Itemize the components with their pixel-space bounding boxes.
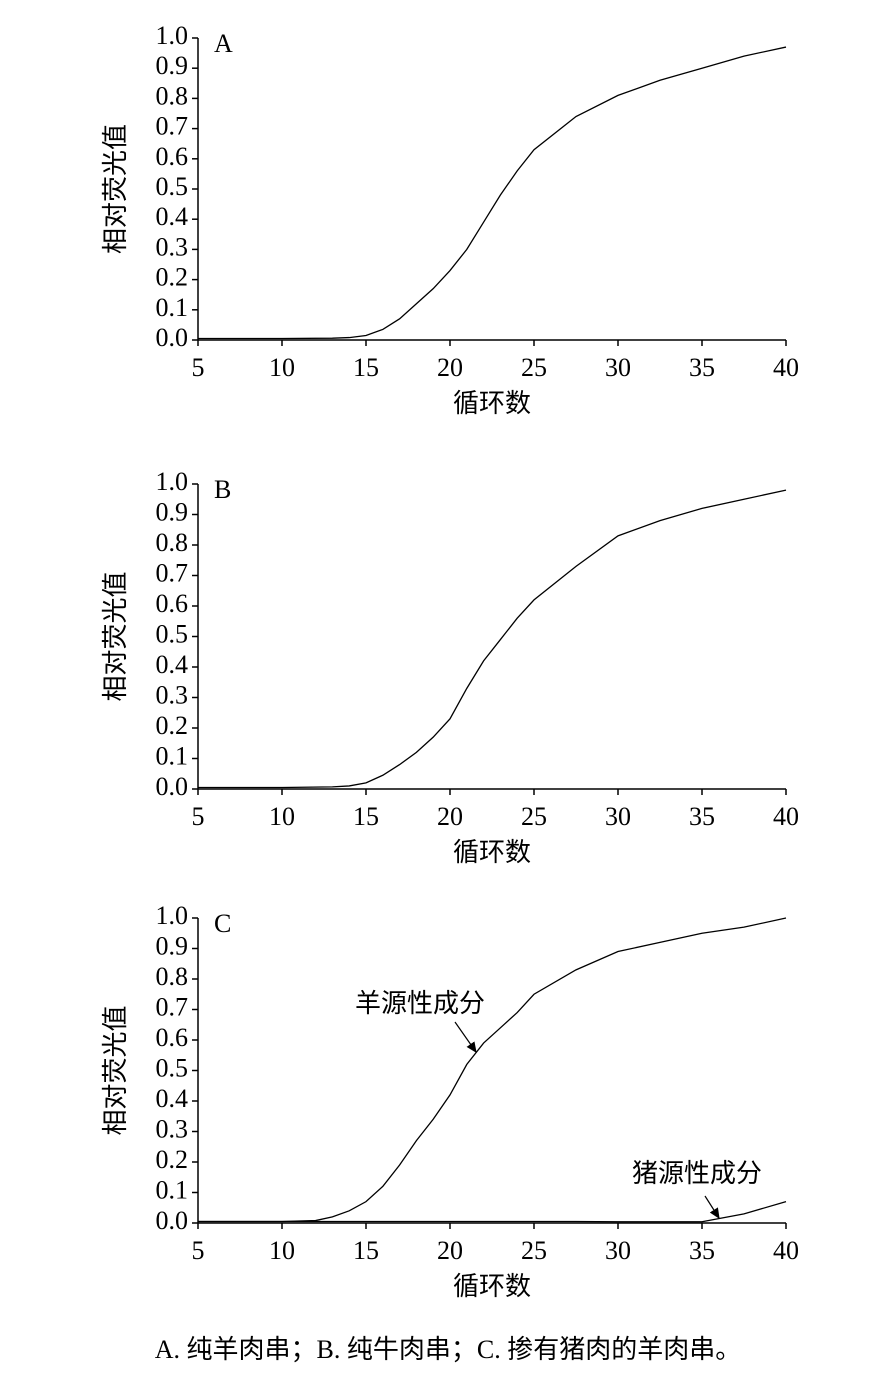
series-annotation: 猪源性成分 [632,1159,762,1188]
y-tick-label: 1.0 [156,901,189,930]
x-tick-label: 15 [353,353,379,382]
y-tick-label: 0.5 [156,172,189,201]
x-tick-label: 20 [437,1236,463,1265]
x-tick-label: 30 [605,1236,631,1265]
caption: A. 纯羊肉串；B. 纯牛肉串；C. 掺有猪肉的羊肉串。 [155,1335,741,1364]
y-tick-label: 0.7 [156,112,189,141]
panel-label: B [214,475,231,504]
data-line [198,489,787,789]
x-tick-label: 25 [521,802,547,831]
x-tick-label: 5 [192,1236,205,1265]
y-tick-label: 0.0 [156,323,189,352]
y-tick-label: 0.3 [156,232,189,261]
x-axis-title: 循环数 [453,838,531,867]
x-tick-label: 35 [689,802,715,831]
y-tick-label: 0.9 [156,51,189,80]
y-tick-label: 0.8 [156,528,189,557]
data-line [198,917,787,1223]
y-tick-label: 1.0 [156,21,189,50]
y-tick-label: 0.4 [156,650,189,679]
y-tick-label: 0.2 [156,1145,189,1174]
annotation-arrow [454,1021,477,1053]
x-tick-label: 35 [689,1236,715,1265]
y-tick-label: 0.6 [156,142,189,171]
y-tick-label: 0.8 [156,962,189,991]
y-tick-label: 0.1 [156,293,189,322]
y-tick-label: 0.4 [156,202,189,231]
annotation-arrow [704,1195,720,1220]
x-tick-label: 15 [353,1236,379,1265]
panel-label: C [214,909,231,938]
x-tick-label: 10 [269,1236,295,1265]
y-axis-title: 相对荧光值 [101,571,130,701]
y-tick-label: 0.6 [156,1023,189,1052]
data-line [198,46,787,340]
y-tick-label: 0.0 [156,1206,189,1235]
y-tick-label: 0.9 [156,931,189,960]
y-tick-label: 0.2 [156,711,189,740]
x-tick-label: 40 [773,1236,799,1265]
x-tick-label: 5 [192,353,205,382]
y-tick-label: 0.5 [156,619,189,648]
y-tick-label: 0.1 [156,741,189,770]
x-tick-label: 10 [269,353,295,382]
x-tick-label: 25 [521,353,547,382]
x-tick-label: 5 [192,802,205,831]
data-line [198,1201,787,1223]
y-tick-label: 1.0 [156,467,189,496]
y-tick-label: 0.7 [156,992,189,1021]
y-tick-label: 0.6 [156,589,189,618]
y-tick-label: 0.3 [156,680,189,709]
y-tick-label: 0.0 [156,772,189,801]
y-tick-label: 0.9 [156,497,189,526]
series-annotation: 羊源性成分 [355,989,485,1018]
y-tick-label: 0.1 [156,1175,189,1204]
y-tick-label: 0.2 [156,263,189,292]
x-tick-label: 20 [437,353,463,382]
x-tick-label: 25 [521,1236,547,1265]
x-tick-label: 30 [605,353,631,382]
y-tick-label: 0.5 [156,1053,189,1082]
x-axis-title: 循环数 [453,1272,531,1301]
y-axis-title: 相对荧光值 [101,1005,130,1135]
x-tick-label: 40 [773,802,799,831]
y-axis-title: 相对荧光值 [101,124,130,254]
panel-label: A [214,29,233,58]
x-tick-label: 20 [437,802,463,831]
y-tick-label: 0.8 [156,81,189,110]
y-tick-label: 0.7 [156,558,189,587]
x-tick-label: 35 [689,353,715,382]
x-tick-label: 10 [269,802,295,831]
y-tick-label: 0.3 [156,1114,189,1143]
x-axis-title: 循环数 [453,389,531,418]
x-tick-label: 30 [605,802,631,831]
x-tick-label: 15 [353,802,379,831]
x-tick-label: 40 [773,353,799,382]
y-tick-label: 0.4 [156,1084,189,1113]
